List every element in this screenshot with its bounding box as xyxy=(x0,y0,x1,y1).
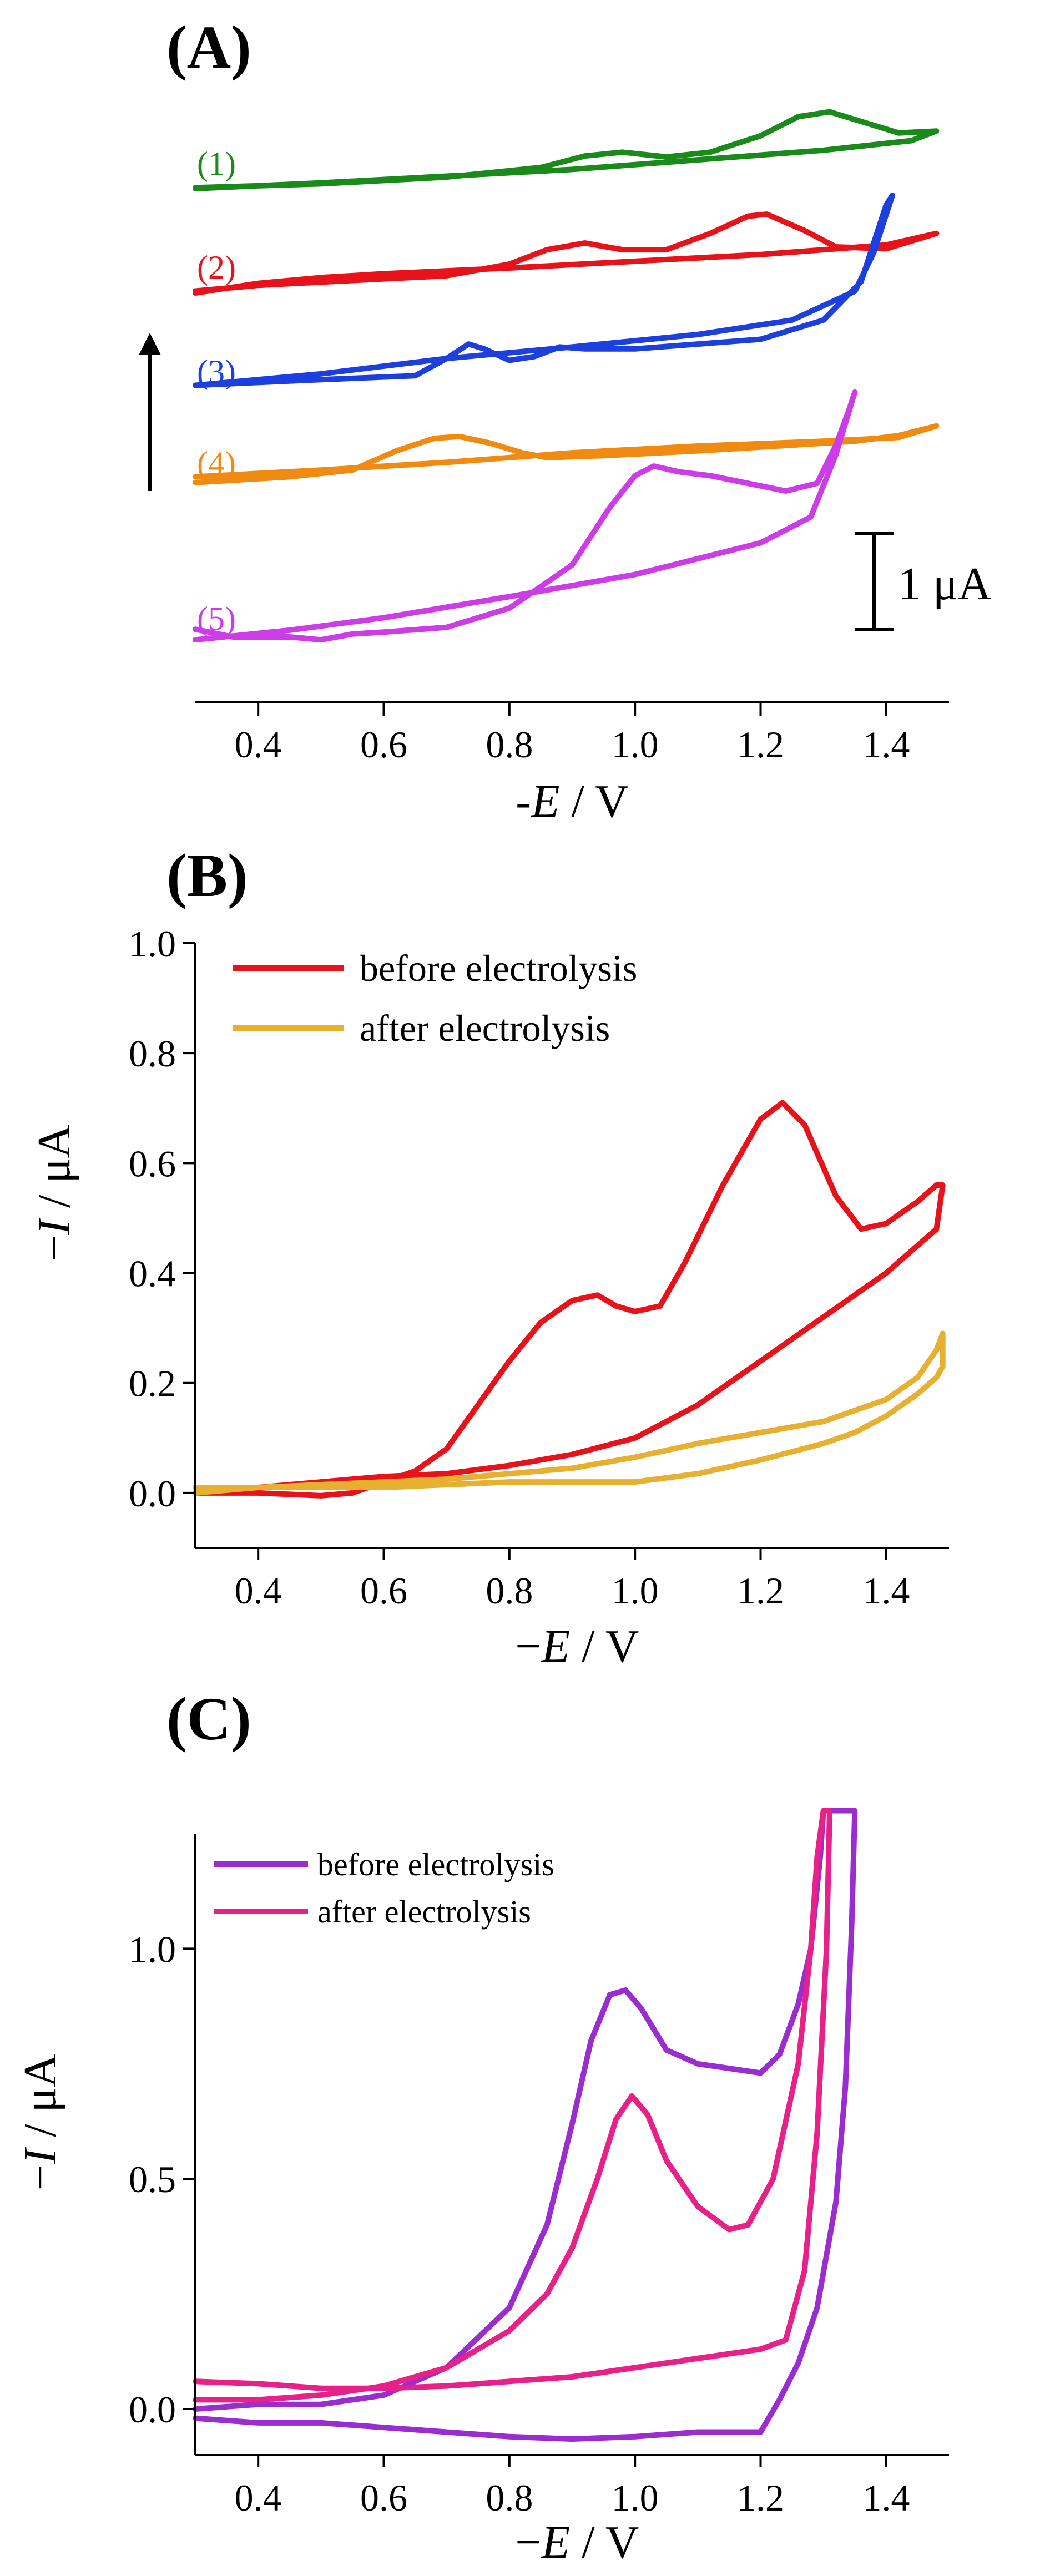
panel-c-label: (C) xyxy=(166,1685,251,1753)
panel-b-y-tick-label: 0.0 xyxy=(129,1472,176,1515)
panel-c-y-axis-title: −I / μA xyxy=(14,2053,66,2190)
panel-a: (A) (1) (2) (3) (4) (5) 1 μA 0.4 0.6 0.8 1.… xyxy=(139,13,992,827)
panel-c-x-tick-label: 0.4 xyxy=(235,2477,282,2519)
panel-c-x-axis-title: −E / V xyxy=(515,2517,639,2568)
legend-label-before: before electrolysis xyxy=(360,947,637,989)
panel-a-curve-2 xyxy=(193,211,940,296)
panel-c-y-tick-label: 0.5 xyxy=(129,2158,176,2200)
panel-b-y-tick-label: 0.4 xyxy=(129,1253,176,1295)
panel-b: (B) 0.4 0.6 0.8 1.0 1.2 1.4 0.0 0.2 0.4 0.6 0.8 1.0… xyxy=(28,842,949,1672)
panel-c-x-tick-label: 1.2 xyxy=(737,2477,784,2519)
panel-a-x-axis-title: -E / V xyxy=(516,776,629,827)
panel-b-y-tick-label: 0.6 xyxy=(129,1142,176,1185)
curve-label-3: (3) xyxy=(197,353,236,390)
panel-b-label: (B) xyxy=(166,842,248,909)
panel-b-curve-after xyxy=(193,1330,946,1496)
panel-c-curves xyxy=(193,1808,858,2442)
panel-a-x-tick-label: 0.8 xyxy=(486,723,533,766)
panel-b-x-tick-label: 1.4 xyxy=(862,1570,910,1612)
panel-c: (C) 0.4 0.6 0.8 1.0 1.2 1.4 0.0 0.5 1.0 before e… xyxy=(14,1685,949,2568)
panel-c-legend: before electrolysis after electrolysis xyxy=(214,1846,554,1930)
curve-label-4: (4) xyxy=(197,445,236,482)
panel-a-x-tick-label: 0.6 xyxy=(360,723,407,766)
panel-b-x-tick-label: 1.2 xyxy=(737,1570,784,1612)
scale-bar-label: 1 μA xyxy=(898,558,992,610)
panel-b-legend: before electrolysis after electrolysis xyxy=(233,947,637,1049)
scale-bar: 1 μA xyxy=(855,532,992,631)
panel-a-x-tick-label: 1.2 xyxy=(737,723,784,766)
panel-b-curve-before xyxy=(193,1100,946,1499)
panel-b-x-tick-label: 0.4 xyxy=(235,1570,282,1612)
panel-a-curves xyxy=(193,109,940,643)
panel-c-curve-after xyxy=(193,1808,832,2403)
legend-label-after: after electrolysis xyxy=(360,1007,610,1049)
legend-label-after: after electrolysis xyxy=(317,1894,531,1930)
curve-label-2: (2) xyxy=(197,249,236,286)
panel-a-x-ticks: 0.4 0.6 0.8 1.0 1.2 1.4 xyxy=(235,702,910,766)
panel-a-curve-4 xyxy=(193,423,940,485)
panel-a-curve-3 xyxy=(193,193,896,388)
panel-a-x-tick-label: 1.4 xyxy=(862,723,910,766)
curve-label-5: (5) xyxy=(197,600,236,637)
panel-b-y-tick-label: 1.0 xyxy=(129,923,176,965)
panel-c-axes: 0.4 0.6 0.8 1.0 1.2 1.4 0.0 0.5 1.0 xyxy=(129,1834,949,2519)
panel-c-x-tick-label: 1.4 xyxy=(862,2477,910,2519)
panel-b-x-tick-label: 0.8 xyxy=(486,1570,533,1612)
panel-b-y-axis-title: −I / μA xyxy=(28,1124,80,1261)
panel-b-y-tick-label: 0.2 xyxy=(129,1363,176,1405)
panel-b-axes: 0.4 0.6 0.8 1.0 1.2 1.4 0.0 0.2 0.4 0.6 0.8 1.0 xyxy=(129,923,949,1612)
panel-a-curve-1 xyxy=(193,109,940,191)
arrow-up-icon xyxy=(139,333,161,491)
panel-c-x-tick-label: 0.8 xyxy=(486,2477,533,2519)
panel-a-x-tick-label: 0.4 xyxy=(235,723,282,766)
legend-label-before: before electrolysis xyxy=(317,1846,554,1882)
panel-b-x-axis-title: −E / V xyxy=(515,1621,639,1672)
panel-b-y-tick-label: 0.8 xyxy=(129,1033,176,1075)
panel-c-x-tick-label: 0.6 xyxy=(360,2477,407,2519)
panel-c-y-tick-label: 1.0 xyxy=(129,1928,176,1970)
panel-a-curve-5 xyxy=(193,389,858,643)
panel-b-curves xyxy=(193,1100,946,1499)
panel-a-label: (A) xyxy=(166,13,251,81)
panel-c-y-tick-label: 0.0 xyxy=(129,2388,176,2431)
panel-a-x-tick-label: 1.0 xyxy=(612,723,659,766)
panel-b-x-tick-label: 0.6 xyxy=(360,1570,407,1612)
panel-b-x-tick-label: 1.0 xyxy=(612,1570,659,1612)
panel-a-curve-labels: (1) (2) (3) (4) (5) xyxy=(197,145,236,637)
panel-c-x-tick-label: 1.0 xyxy=(612,2477,659,2519)
curve-label-1: (1) xyxy=(197,145,236,182)
